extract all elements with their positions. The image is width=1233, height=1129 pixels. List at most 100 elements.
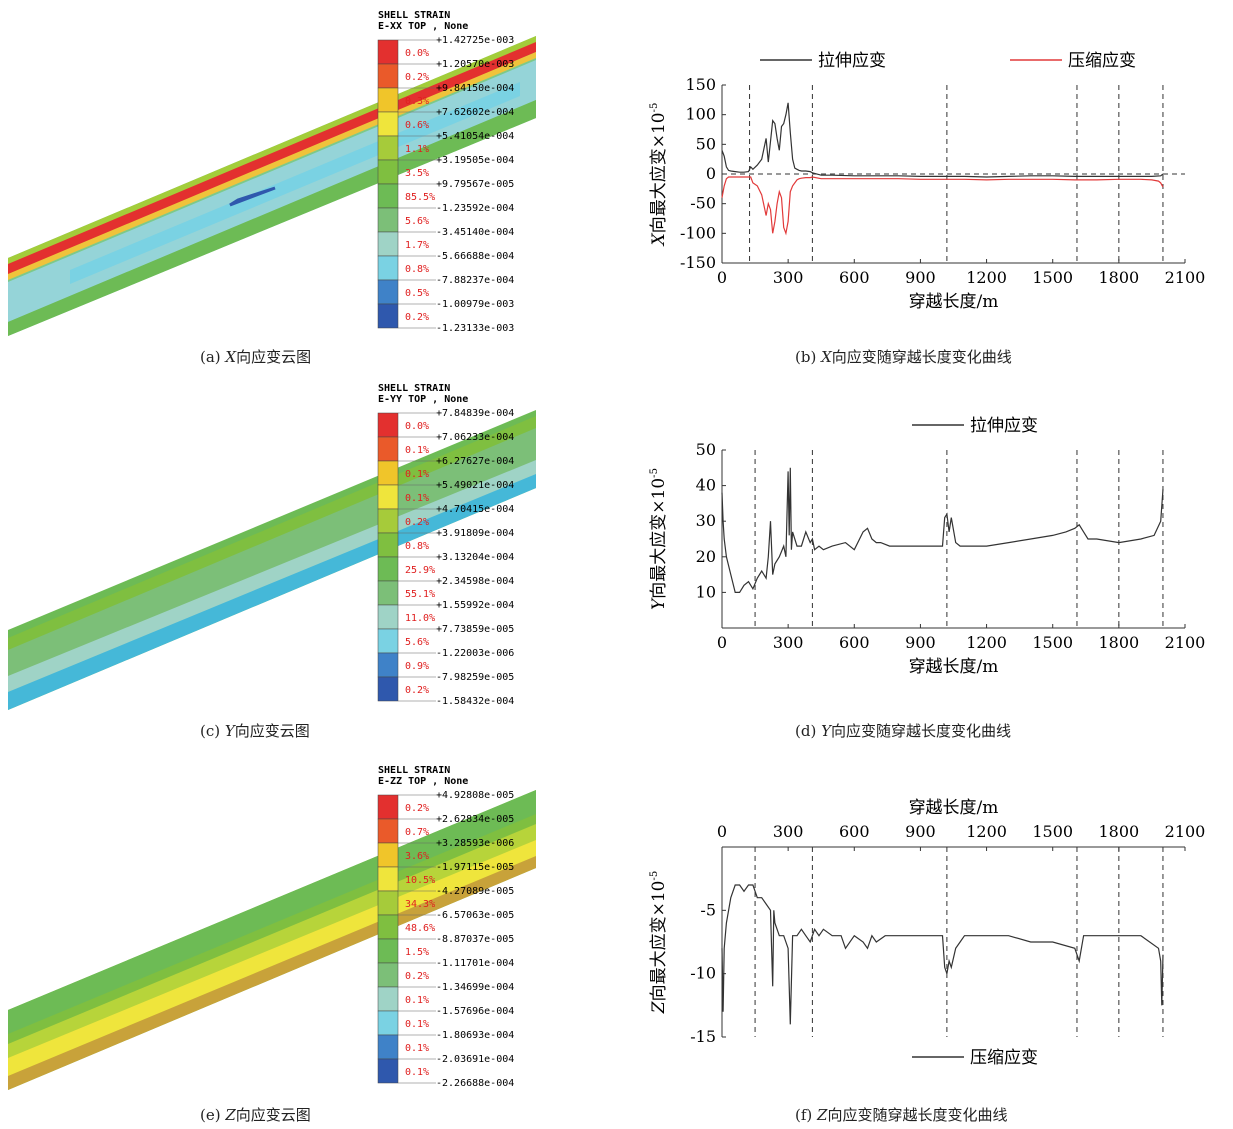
- y-tick-label: -5: [700, 900, 716, 919]
- x-axis-label: 穿越长度/m: [909, 292, 999, 312]
- caption-a: (a) X向应变云图: [200, 348, 312, 366]
- legend-swatch: [377, 676, 399, 702]
- legend-percent: 5.6%: [405, 216, 429, 227]
- contour-panel-c: SHELL STRAIN E-YY TOP , None 0.0% 0.1% 0.1% 0…: [0, 380, 540, 720]
- y-tick-label: -10: [690, 964, 716, 983]
- legend-value: +7.73859e-005: [436, 624, 514, 635]
- legend-value: +7.84839e-004: [436, 408, 514, 419]
- legend-percent: 0.2%: [405, 803, 429, 814]
- legend-swatch: [377, 938, 399, 964]
- x-tick-label: 1200: [966, 268, 1007, 287]
- y-axis-label-exp: -5: [649, 871, 660, 881]
- x-tick-label: 0: [717, 268, 727, 287]
- x-axis-label: 穿越长度/m: [909, 657, 999, 677]
- legend-value: +1.55992e-004: [436, 600, 514, 611]
- legend-swatch: [377, 484, 399, 510]
- legend-value: +5.49021e-004: [436, 480, 514, 491]
- y-tick-label: -15: [690, 1027, 716, 1046]
- legend-percent: 0.1%: [405, 469, 429, 480]
- legend-percent: 0.5%: [405, 288, 429, 299]
- legend-value: +9.79567e-005: [436, 179, 514, 190]
- legend-swatch: [377, 1010, 399, 1036]
- legend-header-2: E-ZZ TOP , None: [378, 776, 468, 787]
- legend-percent: 85.5%: [405, 192, 435, 203]
- legend-percent: 0.2%: [405, 685, 429, 696]
- y-tick-label: 0: [706, 164, 716, 183]
- legend-swatch: [377, 460, 399, 486]
- y-axis-label-var: X: [649, 232, 669, 247]
- legend-value: +4.70415e-004: [436, 504, 514, 515]
- chart-panel-d: 拉伸应变 0 300 600 900 1200 1500 1800 2100 10 20 30 40 50…: [640, 405, 1220, 690]
- x-tick-label: 900: [905, 268, 936, 287]
- caption-d: (d) Y向应变随穿越长度变化曲线: [795, 722, 1011, 740]
- legend-value: -8.87037e-005: [436, 934, 514, 945]
- legend-percent: 1.7%: [405, 240, 429, 251]
- legend-swatch: [377, 303, 399, 329]
- legend-value: +1.42725e-003: [436, 35, 514, 46]
- series-line: [721, 884, 1164, 1025]
- legend-percent: 0.8%: [405, 264, 429, 275]
- legend-value: -1.11701e-004: [436, 958, 514, 969]
- contour-panel-e: SHELL STRAIN E-ZZ TOP , None 0.2% 0.7% 3.6% 1…: [0, 760, 540, 1100]
- legend-percent: 0.1%: [405, 445, 429, 456]
- legend-percent: 34.3%: [405, 899, 435, 910]
- legend-swatch: [377, 111, 399, 137]
- y-axis-label-var: Y: [649, 597, 669, 610]
- legend-swatch: [377, 818, 399, 844]
- legend-percent: 0.2%: [405, 312, 429, 323]
- legend-swatch: [377, 1058, 399, 1084]
- x-tick-label: 1800: [1098, 633, 1139, 652]
- legend-percent: 0.3%: [405, 96, 429, 107]
- series-line: [721, 467, 1164, 593]
- legend-header-1: SHELL STRAIN: [378, 10, 450, 21]
- legend-swatch: [377, 532, 399, 558]
- legend-swatch: [377, 580, 399, 606]
- legend-value: -3.45140e-004: [436, 227, 514, 238]
- y-tick-label: 10: [696, 582, 716, 601]
- legend-percent: 0.1%: [405, 1019, 429, 1030]
- y-tick-label: 30: [696, 511, 716, 530]
- legend-swatch: [377, 63, 399, 89]
- x-tick-label: 1500: [1032, 633, 1073, 652]
- x-tick-label: 2100: [1165, 633, 1206, 652]
- legend-swatch: [377, 87, 399, 113]
- y-tick-label: -150: [680, 253, 716, 272]
- legend-swatch: [377, 890, 399, 916]
- legend-percent: 0.0%: [405, 421, 429, 432]
- x-tick-label: 1200: [966, 633, 1007, 652]
- legend-swatch: [377, 652, 399, 678]
- legend-value: +2.62834e-005: [436, 814, 514, 825]
- caption-c: (c) Y向应变云图: [200, 722, 310, 740]
- y-axis-label: Z向最大应变×10-5: [649, 871, 669, 1014]
- legend-value: +5.41054e-004: [436, 131, 514, 142]
- legend-value: -4.27089e-005: [436, 886, 514, 897]
- x-tick-label: 300: [773, 822, 804, 841]
- legend-swatch: [377, 207, 399, 233]
- x-tick-label: 600: [839, 822, 870, 841]
- chart-panel-b: 拉伸应变 压缩应变 0 300 600 900 1200 1500 1800 2100 -150 -1…: [640, 40, 1220, 330]
- legend-value: +7.06233e-004: [436, 432, 514, 443]
- y-axis-label-text: 向最大应变×10: [649, 478, 669, 599]
- legend-header-2: E-YY TOP , None: [378, 394, 468, 405]
- x-axis-label: 穿越长度/m: [909, 798, 999, 818]
- x-tick-label: 1800: [1098, 822, 1139, 841]
- legend-value: +2.34598e-004: [436, 576, 514, 587]
- legend-percent: 1.5%: [405, 947, 429, 958]
- legend-value: -1.22003e-006: [436, 648, 514, 659]
- y-tick-label: 20: [696, 547, 716, 566]
- x-tick-label: 2100: [1165, 268, 1206, 287]
- y-tick-label: -50: [690, 194, 716, 213]
- legend-percent: 0.1%: [405, 1043, 429, 1054]
- legend-percent: 0.6%: [405, 120, 429, 131]
- legend-swatch: [377, 986, 399, 1012]
- legend-percent: 0.8%: [405, 541, 429, 552]
- x-tick-label: 600: [839, 633, 870, 652]
- x-tick-label: 900: [905, 633, 936, 652]
- legend-swatch: [377, 628, 399, 654]
- chart-svg-d: 拉伸应变 0 300 600 900 1200 1500 1800 2100 10 20 30 40 50…: [649, 416, 1206, 677]
- legend-percent: 10.5%: [405, 875, 435, 886]
- pipe-contour-e: [8, 790, 536, 1090]
